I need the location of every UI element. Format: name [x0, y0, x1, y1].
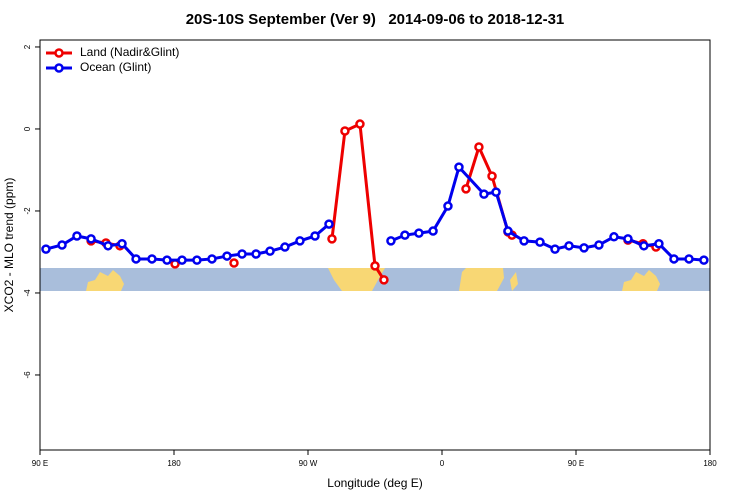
point	[428, 226, 438, 236]
point	[324, 219, 334, 229]
point	[295, 236, 305, 246]
point	[491, 187, 501, 197]
point	[519, 236, 529, 246]
point	[86, 234, 96, 244]
point	[550, 244, 560, 254]
point	[280, 242, 290, 252]
point	[57, 240, 67, 250]
point	[454, 162, 464, 172]
x-tick-label: 90 E	[568, 459, 584, 468]
point	[654, 239, 664, 249]
point	[474, 142, 484, 152]
point	[340, 126, 350, 136]
x-tick-label: 0	[440, 459, 445, 468]
x-tick-label: 90 W	[299, 459, 318, 468]
point	[103, 241, 113, 251]
point	[162, 255, 172, 265]
point	[623, 234, 633, 244]
point	[265, 246, 275, 256]
y-axis-label: XCO2 - MLO trend (ppm)	[2, 178, 16, 313]
point	[699, 255, 709, 265]
y-tick-label: 0	[23, 126, 32, 131]
point	[310, 231, 320, 241]
point	[222, 251, 232, 261]
legend-label: Ocean (Glint)	[80, 60, 151, 74]
y-tick-label: -4	[23, 289, 32, 297]
point	[443, 201, 453, 211]
y-tick-label: -2	[23, 207, 32, 215]
x-axis-label: Longitude (deg E)	[327, 476, 422, 490]
point	[327, 234, 337, 244]
point	[355, 119, 365, 129]
series-line	[45, 164, 705, 262]
point	[72, 231, 82, 241]
point	[370, 261, 380, 271]
point	[414, 228, 424, 238]
point	[386, 236, 396, 246]
legend-marker	[54, 63, 64, 73]
point	[41, 244, 51, 254]
y-tick-label: 2	[23, 44, 32, 49]
x-tick-label: 180	[703, 459, 717, 468]
series-line	[90, 121, 657, 281]
legend-marker	[54, 48, 64, 58]
point	[639, 241, 649, 251]
point	[237, 249, 247, 259]
chart-title: 20S-10S September (Ver 9) 2014-09-06 to …	[186, 11, 565, 28]
point	[579, 243, 589, 253]
y-tick-label: -6	[23, 371, 32, 379]
map-strip	[40, 268, 710, 291]
point	[609, 232, 619, 242]
point	[207, 254, 217, 264]
x-tick-label: 90 E	[32, 459, 48, 468]
point	[684, 254, 694, 264]
point	[535, 237, 545, 247]
point	[379, 275, 389, 285]
point	[229, 258, 239, 268]
x-tick-label: 180	[167, 459, 181, 468]
plot-frame	[39, 39, 711, 451]
point	[594, 240, 604, 250]
point	[669, 254, 679, 264]
point	[147, 254, 157, 264]
point	[479, 189, 489, 199]
point	[117, 239, 127, 249]
point	[177, 255, 187, 265]
point	[251, 249, 261, 259]
point	[192, 255, 202, 265]
point	[131, 254, 141, 264]
legend-label: Land (Nadir&Glint)	[80, 45, 179, 59]
point	[400, 230, 410, 240]
point	[564, 241, 574, 251]
point	[503, 226, 513, 236]
point	[487, 171, 497, 181]
point	[461, 184, 471, 194]
